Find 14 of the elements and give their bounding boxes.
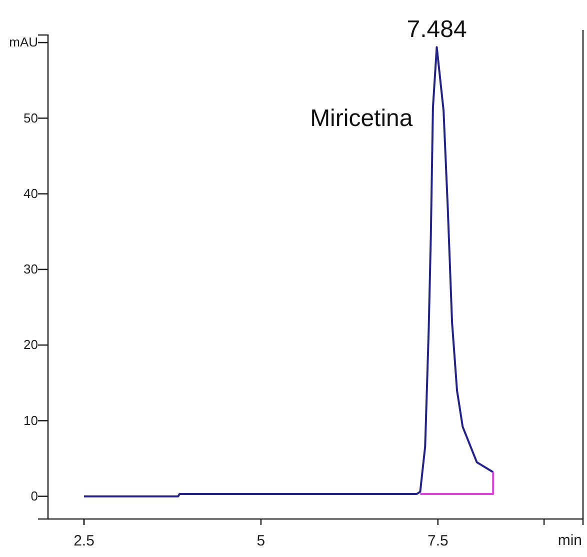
annotation: 7.484 <box>406 16 467 44</box>
y-tick-label: 30 <box>24 262 38 277</box>
y-tick-label: 50 <box>24 110 38 126</box>
x-axis-title: min <box>558 532 582 549</box>
y-tick-label: mAU <box>9 34 38 50</box>
y-tick-label: 0 <box>30 488 38 504</box>
y-tick-label: 40 <box>24 186 38 201</box>
annotation: Miricetina <box>310 105 414 132</box>
x-tick-label: 7.5 <box>427 532 448 550</box>
x-tick-label: 5 <box>256 532 266 550</box>
line-series <box>83 46 494 498</box>
y-tick-label: 20 <box>24 337 38 352</box>
x-tick-label: 2.5 <box>74 532 94 550</box>
y-tick-label: 10 <box>24 412 38 428</box>
